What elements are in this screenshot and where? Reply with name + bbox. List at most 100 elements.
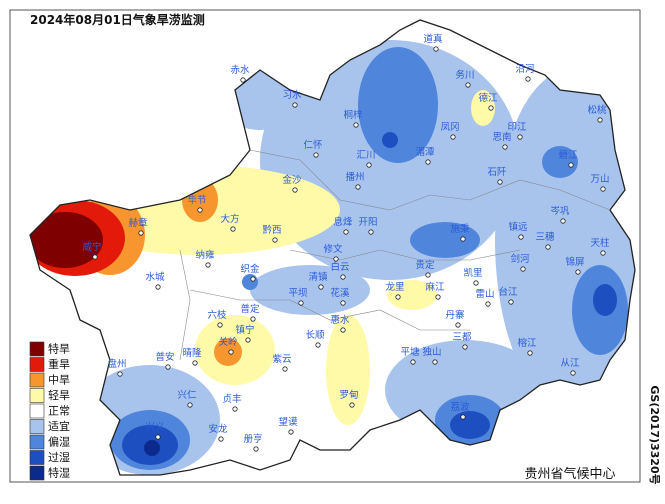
county-point: [460, 414, 466, 420]
county-point: [315, 342, 321, 348]
legend-label: 偏湿: [48, 435, 70, 449]
county-point: [205, 262, 211, 268]
county-point: [433, 46, 439, 52]
county-label: 道真: [423, 33, 442, 45]
county-label: 松桃: [587, 104, 607, 116]
legend-swatch: [29, 450, 45, 465]
county-label: 望谟: [278, 416, 298, 428]
county-point: [292, 187, 298, 193]
legend-swatch: [29, 465, 45, 481]
legend-swatch: [29, 388, 45, 403]
county-label: 播州: [345, 171, 364, 183]
county-label: 思南: [492, 131, 511, 143]
county-point: [217, 322, 223, 328]
legend-swatch: [29, 341, 45, 357]
county-point: [292, 102, 298, 108]
county-point: [517, 134, 523, 140]
map-number: GS(2017)3320号: [648, 385, 661, 484]
county-label: 威宁: [82, 241, 101, 253]
county-label: 大方: [220, 213, 239, 225]
county-label: 凤冈: [440, 122, 459, 133]
county-point: [253, 446, 259, 452]
county-label: 榕江: [517, 337, 537, 349]
county-label: 贞丰: [222, 393, 241, 405]
county-point: [485, 301, 491, 307]
county-label: 紫云: [272, 354, 291, 365]
county-point: [488, 105, 494, 111]
county-label: 赤水: [230, 64, 250, 76]
legend-swatch: [29, 372, 45, 388]
county-point: [545, 244, 551, 250]
county-label: 水城: [145, 271, 165, 283]
county-label: 纳雍: [195, 249, 215, 261]
county-point: [597, 117, 603, 123]
county-label: 晴隆: [182, 347, 202, 359]
county-point: [568, 162, 574, 168]
county-label: 毕节: [187, 194, 206, 206]
county-point: [425, 272, 431, 278]
county-point: [395, 294, 401, 300]
county-point: [435, 294, 441, 300]
county-label: 关岭: [218, 336, 238, 348]
county-label: 织金: [240, 263, 260, 275]
county-point: [502, 144, 508, 150]
legend-label: 特旱: [48, 342, 70, 356]
legend-label: 特湿: [48, 466, 70, 480]
county-label: 天柱: [590, 237, 610, 249]
county-label: 息烽: [333, 216, 353, 228]
county-label: 德江: [478, 92, 498, 104]
county-point: [228, 349, 234, 355]
county-label: 施秉: [450, 223, 470, 235]
county-point: [272, 237, 278, 243]
county-label: 龙里: [385, 281, 404, 293]
county-label: 麻江: [425, 281, 445, 293]
county-label: 务川: [455, 69, 474, 81]
title: 2024年08月01日气象旱涝监测: [30, 12, 205, 27]
county-label: 黔西: [262, 224, 281, 236]
county-point: [349, 402, 355, 408]
county-point: [187, 402, 193, 408]
county-point: [240, 77, 246, 83]
county-point: [525, 76, 531, 82]
county-label: 罗甸: [339, 389, 358, 401]
county-point: [245, 337, 251, 343]
county-point: [355, 184, 361, 190]
county-label: 赫章: [128, 217, 148, 229]
county-label: 汇川: [356, 150, 375, 161]
legend-swatch: [29, 403, 45, 419]
county-label: 兴义: [145, 422, 165, 433]
county-label: 白云: [330, 261, 349, 273]
county-point: [600, 186, 606, 192]
county-label: 金沙: [282, 174, 302, 186]
county-label: 湄潭: [415, 146, 435, 158]
county-label: 平塘: [400, 346, 420, 358]
county-point: [340, 274, 346, 280]
county-point: [462, 344, 468, 350]
county-point: [288, 429, 294, 435]
county-point: [197, 207, 203, 213]
county-point: [353, 122, 359, 128]
county-label: 花溪: [330, 287, 350, 299]
county-label: 沿河: [515, 63, 535, 75]
legend-label: 重旱: [48, 357, 70, 371]
county-point: [432, 359, 438, 365]
county-label: 镇远: [508, 221, 528, 233]
county-label: 桐梓: [343, 109, 363, 121]
county-point: [138, 230, 144, 236]
county-point: [155, 284, 161, 290]
county-point: [527, 350, 533, 356]
county-point: [600, 250, 606, 256]
county-point: [473, 280, 479, 286]
county-label: 丹寨: [445, 309, 465, 321]
county-label: 修文: [323, 243, 343, 255]
county-label: 六枝: [207, 309, 227, 321]
county-point: [497, 179, 503, 185]
county-point: [117, 371, 123, 377]
county-point: [508, 299, 514, 305]
county-point: [560, 218, 566, 224]
county-label: 平坝: [288, 288, 308, 299]
county-label: 独山: [422, 346, 441, 358]
county-point: [155, 434, 161, 440]
